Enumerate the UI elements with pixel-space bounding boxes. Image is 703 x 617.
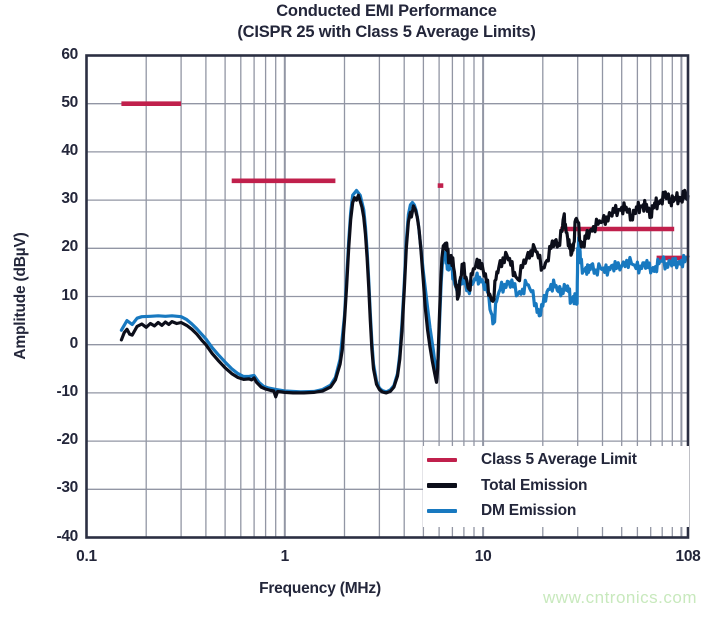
- y-tick-label: 10: [61, 286, 78, 304]
- x-axis-label: Frequency (MHz): [259, 580, 381, 597]
- legend-swatch-icon: [427, 457, 457, 463]
- legend-item: Class 5 Average Limit: [427, 450, 689, 470]
- y-tick-label: 30: [61, 190, 78, 208]
- y-tick-label: -20: [56, 431, 78, 449]
- y-tick-label: -30: [56, 479, 78, 497]
- legend-label: DM Emission: [481, 502, 577, 519]
- legend-swatch-icon: [427, 483, 457, 488]
- legend-label: Class 5 Average Limit: [481, 451, 637, 468]
- y-tick-label: 0: [69, 334, 79, 352]
- y-tick-label: 50: [61, 93, 78, 111]
- watermark: www.cntronics.com: [543, 588, 697, 607]
- chart-title-line2: (CISPR 25 with Class 5 Average Limits): [237, 23, 536, 41]
- x-tick-label: 1: [280, 548, 290, 565]
- y-tick-label: -10: [56, 382, 78, 400]
- y-tick-label: 20: [61, 238, 78, 256]
- y-tick-label: 60: [61, 45, 78, 63]
- x-tick-label: 10: [474, 548, 492, 565]
- x-tick-label: 108: [675, 548, 701, 565]
- chart-title: Conducted EMI Performance (CISPR 25 with…: [85, 1, 688, 43]
- legend-swatch-icon: [427, 508, 457, 514]
- legend: Class 5 Average Limit Total Emission DM Em…: [423, 446, 689, 527]
- y-axis-label: Amplitude (dBµV): [12, 232, 29, 360]
- x-tick-label: 0.1: [76, 548, 97, 565]
- y-tick-label: -40: [56, 527, 78, 545]
- chart-title-line1: Conducted EMI Performance: [276, 2, 497, 20]
- legend-item: Total Emission: [427, 476, 689, 496]
- legend-item: DM Emission: [427, 501, 689, 521]
- legend-label: Total Emission: [481, 476, 588, 494]
- y-tick-label: 40: [61, 141, 78, 159]
